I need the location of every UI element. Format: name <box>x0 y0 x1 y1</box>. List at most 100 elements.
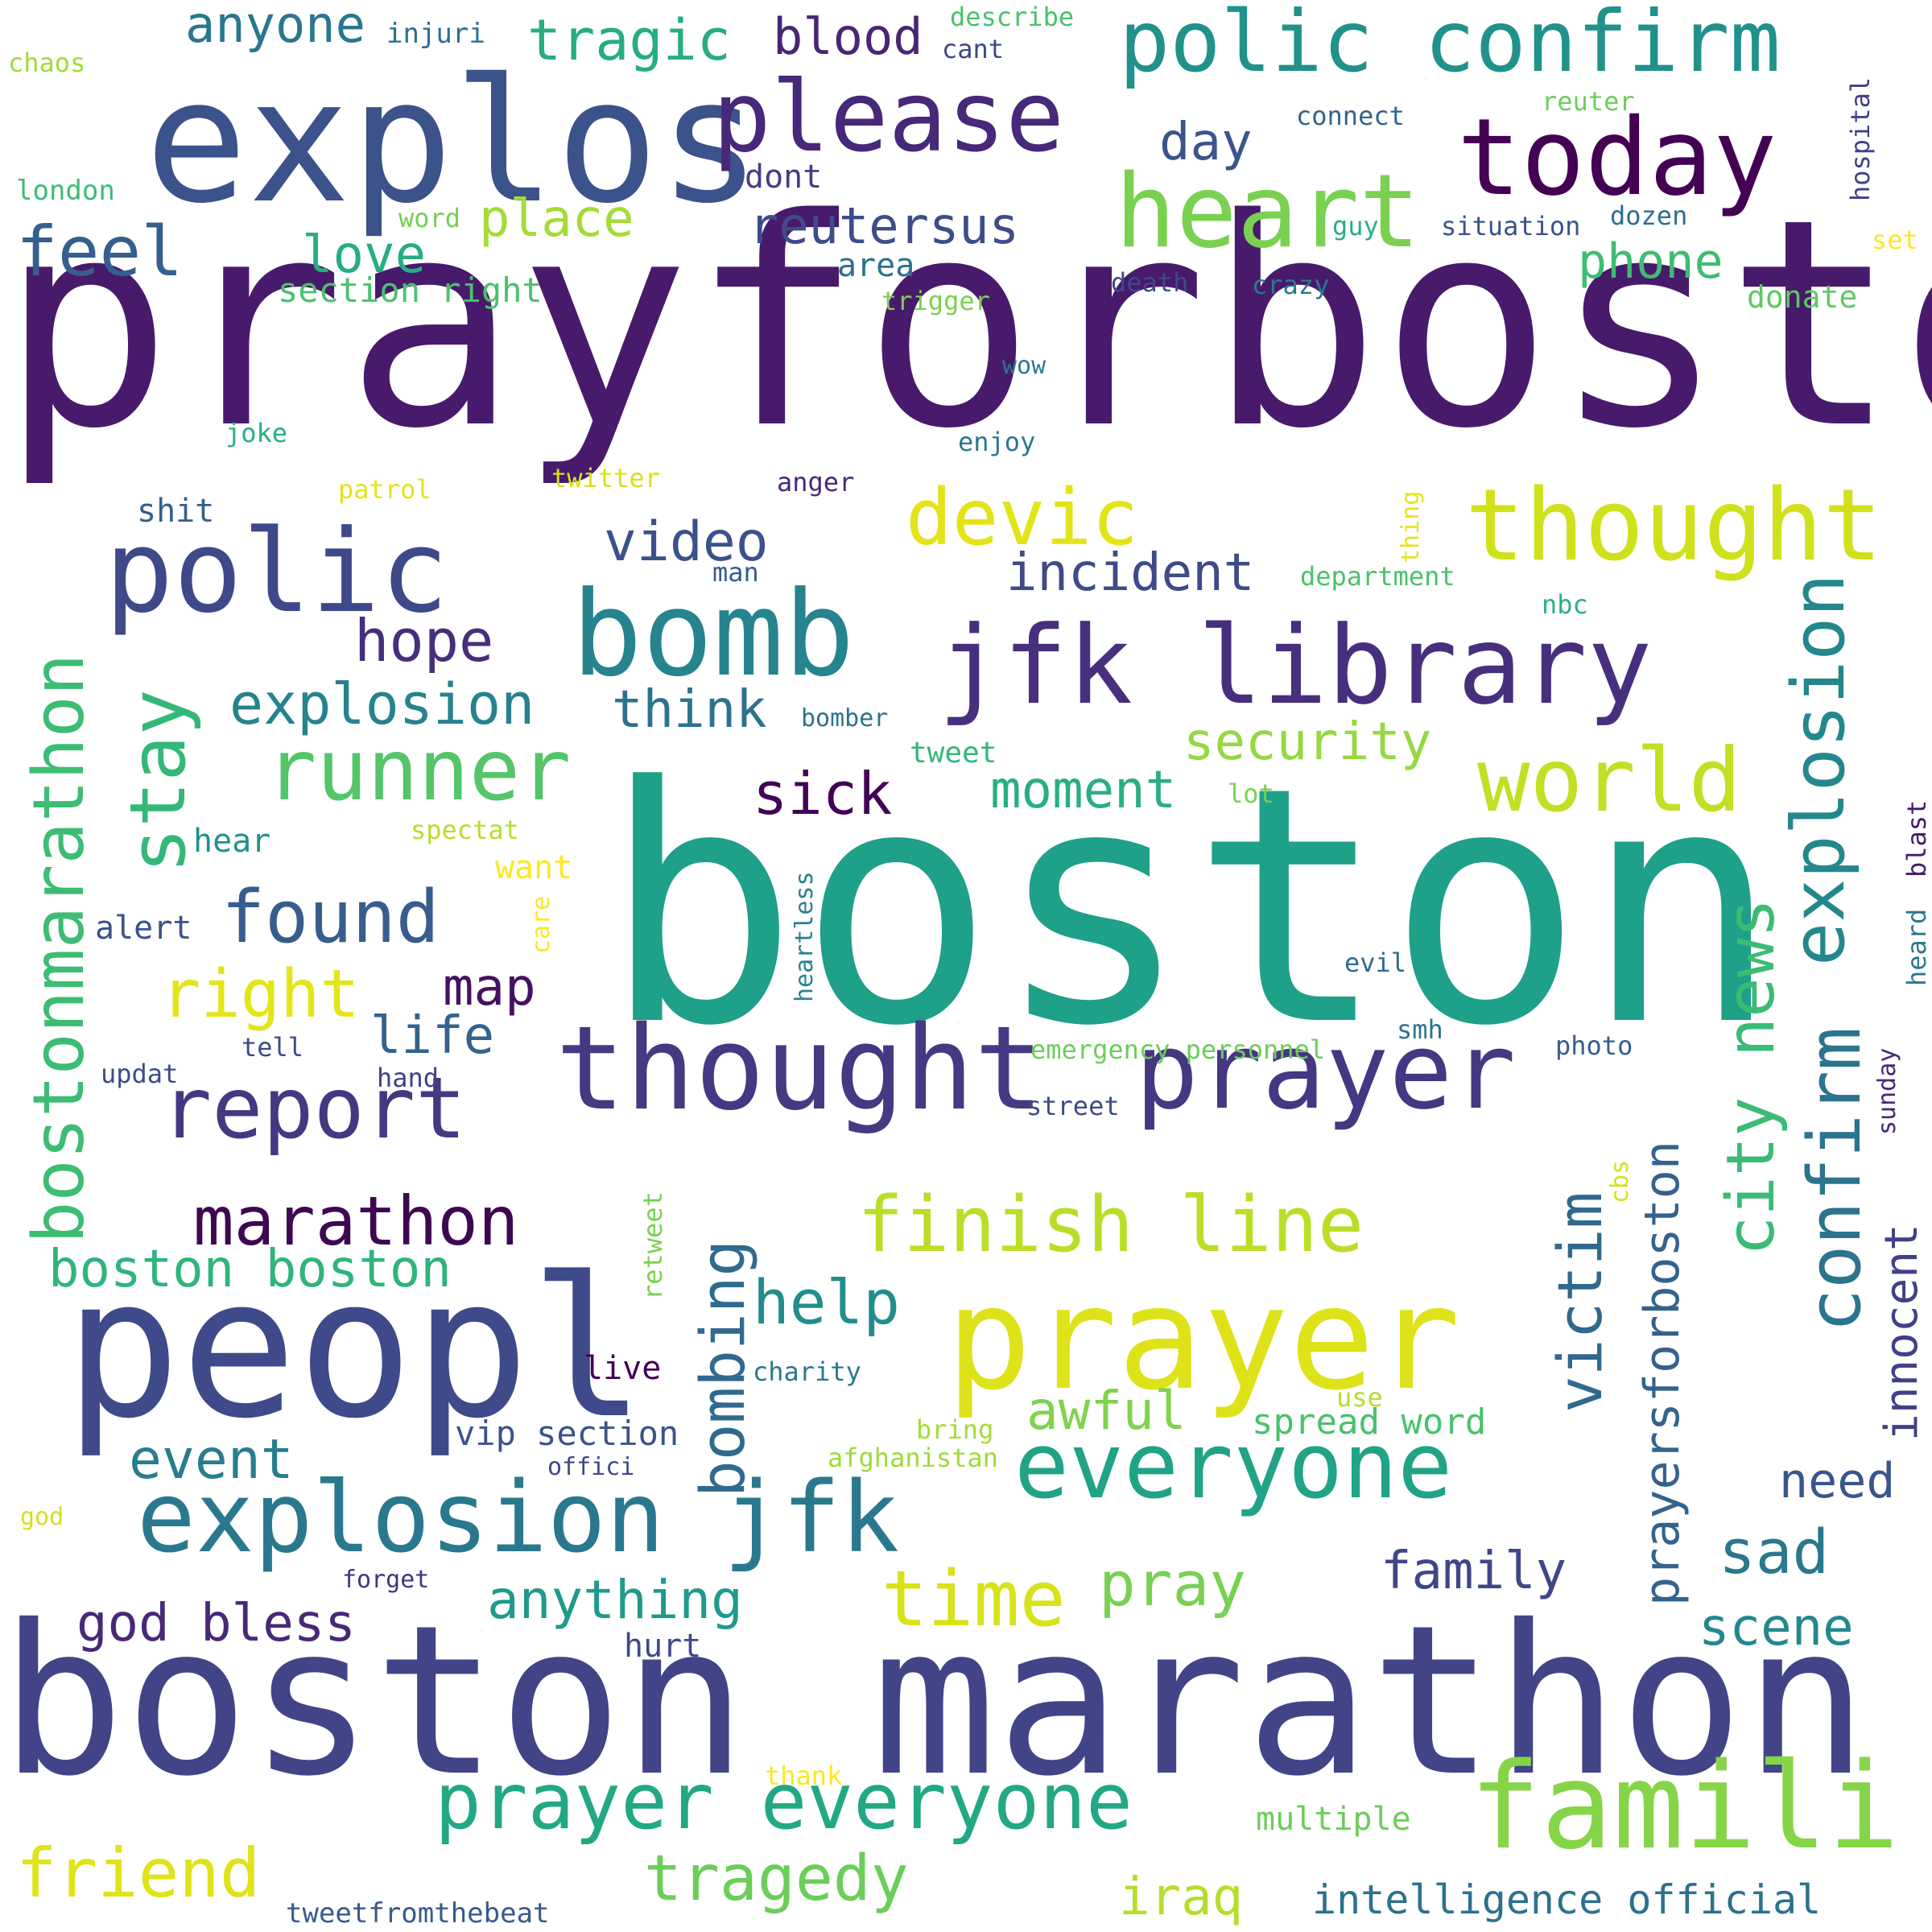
word-chaos: chaos <box>8 47 86 78</box>
word-trigger: trigger <box>881 286 990 316</box>
word-hear: hear <box>193 823 271 860</box>
word-prayforboston: prayforboston <box>0 158 1932 491</box>
word-family: family <box>1381 1542 1567 1601</box>
word-report: report <box>161 1059 467 1158</box>
word-injuri: injuri <box>386 18 485 50</box>
word-nbc: nbc <box>1542 589 1588 620</box>
word-emergency-personnel: emergency personnel <box>1030 1034 1326 1065</box>
word-innocent: innocent <box>1876 1224 1928 1441</box>
word-heard: heard <box>1901 908 1932 986</box>
word-god: god <box>20 1503 64 1531</box>
word-street: street <box>1026 1091 1120 1121</box>
word-incident: incident <box>1006 543 1255 603</box>
word-charity: charity <box>753 1356 861 1387</box>
word-found: found <box>221 875 440 960</box>
word-anything: anything <box>487 1569 743 1631</box>
word-thought-yellow: thought <box>1465 469 1883 584</box>
word-word: word <box>398 203 461 233</box>
word-blast: blast <box>1901 799 1932 877</box>
word-think: think <box>612 680 767 740</box>
word-use: use <box>1336 1382 1383 1413</box>
word-hurt: hurt <box>624 1628 702 1665</box>
word-sad: sad <box>1719 1516 1830 1587</box>
word-heart: heart <box>1115 152 1421 270</box>
word-shit: shit <box>137 493 215 530</box>
word-patrol: patrol <box>338 474 431 505</box>
word-updat: updat <box>101 1059 179 1089</box>
word-today: today <box>1457 96 1777 220</box>
word-bring: bring <box>916 1414 994 1445</box>
word-live: live <box>584 1350 662 1387</box>
word-department: department <box>1300 561 1455 592</box>
word-heartless: heartless <box>791 871 819 1002</box>
word-sick: sick <box>753 760 893 828</box>
word-boston-boston: boston boston <box>48 1240 452 1299</box>
word-prayer-yellow: prayer <box>946 1256 1461 1422</box>
word-cbs: cbs <box>1606 1159 1634 1203</box>
word-thank: thank <box>765 1761 843 1791</box>
word-retweet: retweet <box>638 1191 668 1300</box>
word-guy: guy <box>1332 211 1379 242</box>
word-life: life <box>370 1006 495 1066</box>
word-polic-confirm: polic confirm <box>1119 0 1781 91</box>
word-awful: awful <box>1026 1380 1187 1442</box>
word-sunday: sunday <box>1873 1047 1901 1135</box>
word-donate: donate <box>1747 279 1858 315</box>
word-reuter: reuter <box>1542 86 1635 117</box>
word-devic: devic <box>906 473 1138 563</box>
word-cant: cant <box>942 34 1005 64</box>
word-victim: victim <box>1544 1191 1616 1413</box>
word-love: love <box>302 225 427 285</box>
word-evil: evil <box>1344 947 1407 978</box>
word-world: world <box>1477 729 1742 832</box>
word-explosion: explosion <box>229 671 535 737</box>
word-hand: hand <box>377 1063 440 1093</box>
word-tragic: tragic <box>527 7 731 73</box>
word-thought-purple: thought <box>555 1001 1044 1136</box>
word-describe: describe <box>950 2 1075 32</box>
word-iraq: iraq <box>1119 1868 1244 1927</box>
word-bostonmarathon: bostonmarathon <box>18 653 100 1244</box>
word-boston-marathon: boston marathon <box>0 1580 1868 1822</box>
word-everyone: everyone <box>1014 1413 1453 1519</box>
word-time: time <box>881 1555 1066 1644</box>
word-confirm-vertical: confirm <box>1793 1026 1877 1332</box>
word-intelligence-official: intelligence official <box>1312 1876 1822 1923</box>
word-tragedy: tragedy <box>644 1843 909 1915</box>
word-anyone: anyone <box>185 0 365 54</box>
word-wow: wow <box>1002 352 1046 380</box>
word-explosion-jfk: explosion jfk <box>137 1461 900 1575</box>
word-tell: tell <box>242 1032 304 1063</box>
word-feel: feel <box>16 212 184 292</box>
word-joke: joke <box>225 418 288 448</box>
word-map: map <box>443 958 536 1018</box>
word-want: want <box>495 849 573 886</box>
word-pray: pray <box>1099 1548 1247 1620</box>
word-care: care <box>527 895 555 954</box>
word-vip-section: vip section <box>455 1414 679 1453</box>
word-forget: forget <box>342 1566 430 1594</box>
word-anger: anger <box>777 467 855 497</box>
word-moment: moment <box>990 761 1177 820</box>
word-alert: alert <box>95 910 192 947</box>
word-scene: scene <box>1699 1598 1854 1657</box>
word-bomber: bomber <box>801 704 889 733</box>
word-death: death <box>1111 267 1189 298</box>
word-lot: lot <box>1228 778 1274 809</box>
word-spectat: spectat <box>411 815 519 845</box>
word-prayer-everyone: prayer everyone <box>435 1757 1133 1847</box>
word-multiple: multiple <box>1256 1801 1411 1838</box>
word-security: security <box>1183 712 1432 772</box>
word-boston: boston <box>602 717 1780 1097</box>
word-dozen: dozen <box>1610 200 1688 231</box>
word-prayersforboston: prayersforboston <box>1634 1141 1690 1606</box>
word-phone: phone <box>1578 233 1724 290</box>
word-jfk-library: jfk library <box>938 603 1653 729</box>
word-offici: offici <box>547 1453 635 1481</box>
word-twitter: twitter <box>551 463 660 493</box>
word-marathon: marathon <box>193 1182 519 1261</box>
word-blood: blood <box>773 7 923 66</box>
word-right: right <box>161 956 360 1033</box>
word-smh: smh <box>1397 1014 1443 1045</box>
